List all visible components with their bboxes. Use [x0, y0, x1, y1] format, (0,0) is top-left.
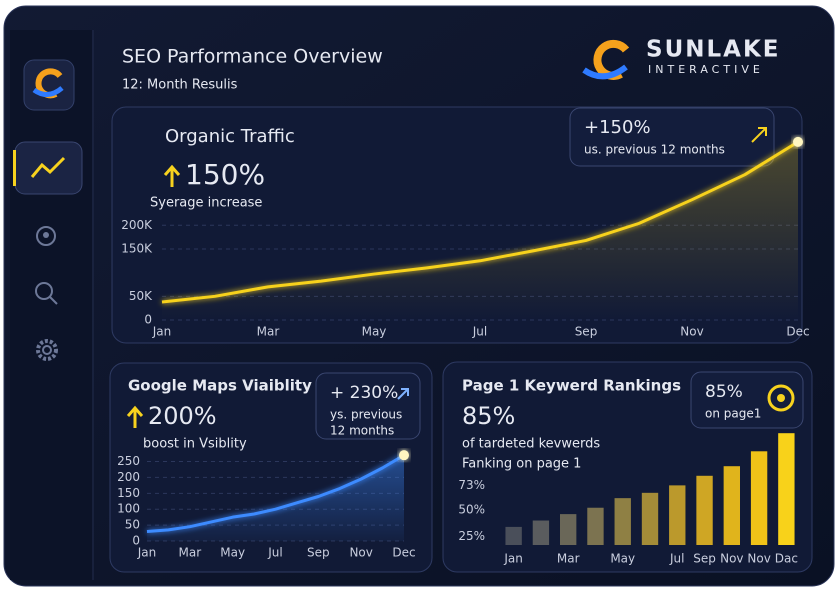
trend-arrow — [751, 127, 767, 143]
x-tick-label: Dec — [392, 546, 415, 560]
bar — [614, 498, 631, 545]
x-tick-label: Mar — [257, 325, 280, 339]
line — [146, 453, 405, 533]
callout — [569, 107, 775, 167]
up-arrow — [163, 164, 181, 187]
x-tick-label: May — [610, 552, 635, 566]
x-tick-label: Jul — [267, 546, 282, 560]
x-tick-label: Mar — [179, 546, 202, 560]
sidebar-logo — [23, 59, 75, 111]
end-dot — [793, 136, 803, 147]
x-tick-label: Nov — [349, 546, 372, 560]
page-subtitle: 12: Month Resulis — [122, 78, 238, 93]
line-area — [147, 455, 404, 541]
card-title: Organic Traffic — [165, 126, 295, 147]
bar — [641, 492, 659, 545]
bar — [505, 526, 522, 545]
y-tick-label: 25% — [458, 529, 485, 543]
headline: 200% — [148, 402, 217, 430]
y-tick-label: 50K — [129, 289, 153, 303]
x-tick-label: Sep — [307, 546, 330, 560]
brand-name: SUNLAKE — [646, 37, 780, 63]
callout-value: +150% — [584, 117, 651, 138]
up-arrow — [126, 405, 144, 428]
x-tick-label: Sep — [693, 552, 716, 566]
y-tick-label: 0 — [132, 534, 140, 548]
x-tick-label: Jan — [503, 552, 523, 566]
line — [161, 140, 799, 304]
x-tick-label: Sep — [575, 325, 598, 339]
bar — [778, 433, 795, 545]
bar — [696, 475, 713, 545]
x-tick-label: Dec — [786, 325, 809, 339]
page-title: SEO Parformance Overview — [122, 46, 383, 68]
bar — [560, 514, 577, 545]
card-title: Google Maps Viaiblity — [128, 377, 312, 395]
x-tick-label: Jul — [669, 552, 684, 566]
y-tick-label: 150 — [117, 486, 140, 500]
brand-sub: INTERACTIVE — [648, 63, 764, 76]
x-tick-label: Jan — [152, 325, 172, 339]
y-tick-label: 150K — [121, 241, 153, 255]
sidebar — [10, 30, 92, 580]
y-tick-label: 0 — [144, 313, 152, 327]
callout-text: 12 months — [330, 424, 394, 438]
target-icon — [767, 384, 795, 412]
card-title: Page 1 Keywerd Rankings — [462, 377, 681, 395]
target-dot — [777, 394, 785, 402]
card-subtitle: of tardeted kevwerds — [462, 437, 600, 452]
bar — [723, 466, 740, 545]
bar — [587, 507, 604, 545]
y-tick-label: 50 — [125, 518, 140, 532]
x-tick-label: Dac — [775, 552, 798, 566]
y-tick-label: 200K — [121, 218, 153, 232]
card-subtitle: Syerage increase — [150, 196, 262, 211]
headline: 150% — [185, 158, 265, 191]
end-dot — [399, 450, 409, 461]
nav-traffic[interactable] — [13, 141, 83, 195]
y-tick-label: 73% — [458, 478, 485, 492]
x-tick-label: Nov — [680, 325, 703, 339]
y-tick-label: 250 — [117, 454, 140, 468]
nav-maps[interactable] — [36, 226, 56, 246]
bar — [532, 520, 550, 545]
bar — [669, 485, 686, 545]
trend-arrow — [397, 388, 409, 400]
x-tick-label: Nov — [747, 552, 770, 566]
nav-settings[interactable] — [36, 339, 58, 361]
bar — [750, 451, 768, 545]
card-subtitle: Fanking on page 1 — [462, 457, 581, 472]
callout — [315, 372, 421, 440]
x-tick-label: Nov — [720, 552, 743, 566]
callout-text: us. previous 12 months — [584, 143, 725, 157]
callout-text: on page1 — [705, 407, 761, 421]
line-area — [162, 141, 798, 320]
callout-text: ys. previous — [330, 408, 402, 422]
callout-value: + 230% — [330, 383, 398, 403]
y-tick-label: 200 — [117, 470, 140, 484]
nav-search[interactable] — [35, 282, 58, 305]
x-tick-label: May — [362, 325, 387, 339]
headline: 85% — [462, 402, 515, 430]
brand-logo — [582, 39, 630, 80]
y-tick-label: 100 — [117, 502, 140, 516]
x-tick-label: Jan — [137, 546, 157, 560]
x-tick-label: May — [220, 546, 245, 560]
y-tick-label: 50% — [458, 502, 485, 516]
x-tick-label: Mar — [557, 552, 580, 566]
card-subtitle: boost in Vsiblity — [143, 437, 247, 452]
callout-value: 85% — [705, 382, 743, 402]
x-tick-label: Jul — [472, 325, 487, 339]
